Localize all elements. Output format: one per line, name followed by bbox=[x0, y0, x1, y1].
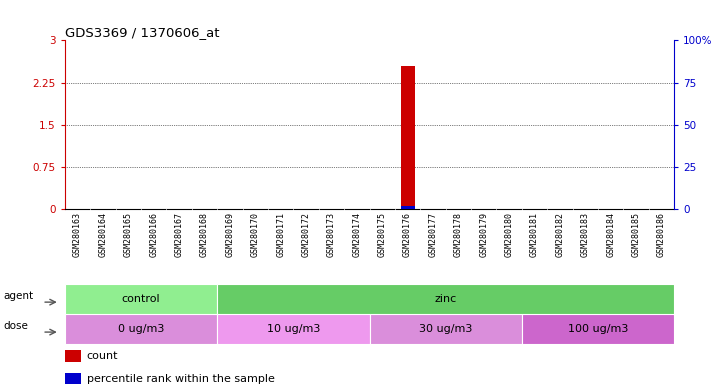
Text: control: control bbox=[122, 294, 160, 304]
Text: GSM280172: GSM280172 bbox=[301, 212, 311, 257]
Bar bbox=[369, 314, 522, 344]
Text: GSM280175: GSM280175 bbox=[378, 212, 386, 257]
Text: 30 ug/m3: 30 ug/m3 bbox=[419, 324, 472, 334]
Text: 10 ug/m3: 10 ug/m3 bbox=[267, 324, 320, 334]
Text: GSM280163: GSM280163 bbox=[73, 212, 82, 257]
Text: GSM280176: GSM280176 bbox=[403, 212, 412, 257]
Bar bbox=[401, 206, 415, 209]
Text: GSM280179: GSM280179 bbox=[479, 212, 488, 257]
Text: GSM280167: GSM280167 bbox=[174, 212, 184, 257]
Text: 100 ug/m3: 100 ug/m3 bbox=[568, 324, 628, 334]
Bar bbox=[65, 284, 217, 314]
Text: GSM280180: GSM280180 bbox=[505, 212, 513, 257]
Text: GSM280177: GSM280177 bbox=[428, 212, 438, 257]
Text: GSM280171: GSM280171 bbox=[276, 212, 286, 257]
Text: dose: dose bbox=[4, 321, 28, 331]
Bar bbox=[65, 372, 81, 384]
Text: GSM280164: GSM280164 bbox=[99, 212, 107, 257]
Text: GSM280186: GSM280186 bbox=[657, 212, 666, 257]
Text: GSM280170: GSM280170 bbox=[251, 212, 260, 257]
Text: GSM280168: GSM280168 bbox=[200, 212, 209, 257]
Text: GSM280169: GSM280169 bbox=[226, 212, 234, 257]
Bar bbox=[217, 284, 674, 314]
Bar bbox=[65, 349, 81, 362]
Text: GDS3369 / 1370606_at: GDS3369 / 1370606_at bbox=[65, 26, 219, 39]
Text: GSM280165: GSM280165 bbox=[124, 212, 133, 257]
Text: GSM280182: GSM280182 bbox=[555, 212, 565, 257]
Text: agent: agent bbox=[4, 291, 33, 301]
Text: GSM280173: GSM280173 bbox=[327, 212, 336, 257]
Text: GSM280178: GSM280178 bbox=[454, 212, 463, 257]
Text: GSM280181: GSM280181 bbox=[530, 212, 539, 257]
Text: count: count bbox=[87, 351, 118, 361]
Text: GSM280166: GSM280166 bbox=[149, 212, 158, 257]
Bar bbox=[65, 314, 217, 344]
Text: GSM280185: GSM280185 bbox=[632, 212, 640, 257]
Text: zinc: zinc bbox=[435, 294, 457, 304]
Bar bbox=[401, 66, 415, 209]
Bar bbox=[217, 314, 369, 344]
Bar bbox=[522, 314, 674, 344]
Text: 0 ug/m3: 0 ug/m3 bbox=[118, 324, 164, 334]
Text: GSM280183: GSM280183 bbox=[581, 212, 590, 257]
Text: GSM280184: GSM280184 bbox=[606, 212, 615, 257]
Text: percentile rank within the sample: percentile rank within the sample bbox=[87, 374, 275, 384]
Text: GSM280174: GSM280174 bbox=[353, 212, 361, 257]
